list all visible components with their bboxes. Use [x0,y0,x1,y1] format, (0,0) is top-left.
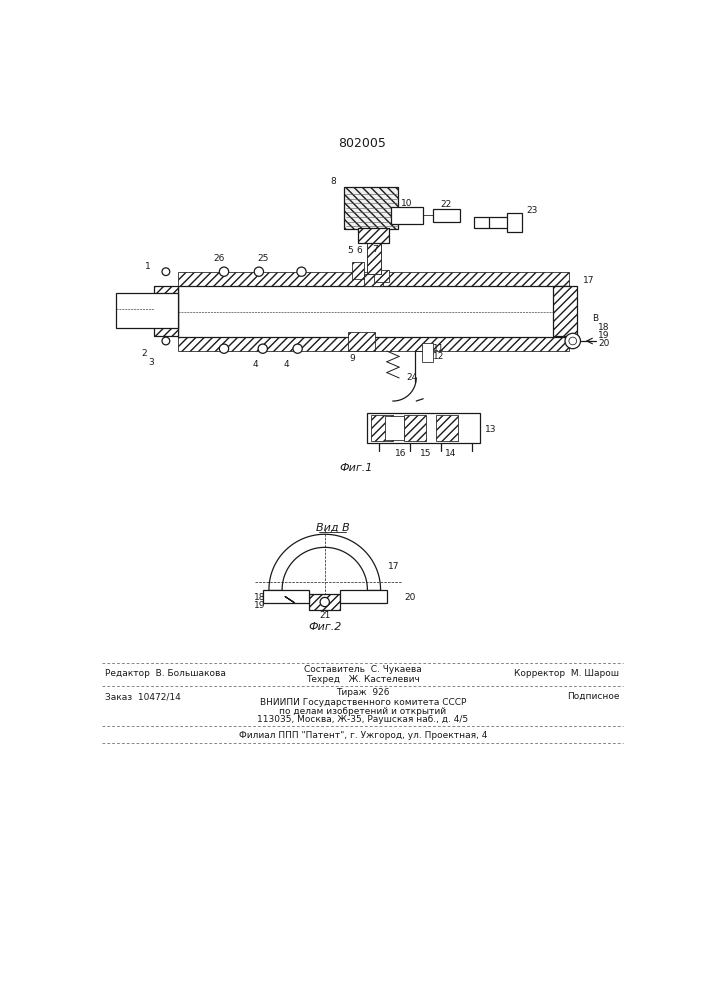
Bar [263,590,309,603]
Text: 19: 19 [598,331,610,340]
Text: Подписное: Подписное [567,692,619,701]
Text: Составитель  С. Чукаева: Составитель С. Чукаева [304,665,421,674]
Bar [373,270,389,282]
Bar [115,293,177,328]
Bar [348,332,375,351]
Circle shape [219,267,228,276]
Bar [368,228,381,274]
Bar [344,187,398,229]
Text: 22: 22 [440,200,452,209]
Circle shape [255,267,264,276]
Bar [177,286,569,337]
Text: Фиг.1: Фиг.1 [339,463,373,473]
Circle shape [219,344,228,353]
Text: 17: 17 [388,562,399,571]
Bar [352,262,363,279]
Text: 18: 18 [598,323,610,332]
Bar [554,286,577,336]
Text: 21: 21 [319,611,330,620]
Text: 13: 13 [485,425,497,434]
Bar [404,415,426,441]
Text: ВНИИПИ Государственного комитета СССР: ВНИИПИ Государственного комитета СССР [259,698,466,707]
Text: 10: 10 [401,199,413,208]
Circle shape [569,337,577,345]
Bar [507,213,522,232]
Text: Вид В: Вид В [315,523,349,533]
Text: Тираж  926: Тираж 926 [336,688,390,697]
Bar [421,343,433,362]
Bar [340,590,387,603]
Text: 8: 8 [331,177,337,186]
Bar [177,272,569,286]
Bar [368,228,381,274]
Text: Заказ  10472/14: Заказ 10472/14 [105,692,181,701]
Text: 26: 26 [213,254,224,263]
Text: 1: 1 [145,262,151,271]
Text: 113035, Москва, Ж-35, Раушская наб., д. 4/5: 113035, Москва, Ж-35, Раушская наб., д. … [257,715,468,724]
Circle shape [162,337,170,345]
Bar [391,207,423,224]
Text: 20: 20 [404,593,416,602]
Text: 9: 9 [349,354,355,363]
Text: 23: 23 [526,206,537,215]
Bar [358,228,389,243]
Circle shape [565,333,580,349]
Bar [474,217,489,228]
Text: В: В [592,314,598,323]
Text: Редактор  В. Большакова: Редактор В. Большакова [105,669,226,678]
Text: 17: 17 [583,276,595,285]
Circle shape [320,597,329,607]
Bar [554,286,577,336]
Text: 12: 12 [433,352,445,361]
Text: 16: 16 [395,449,407,458]
Bar [358,228,389,243]
Bar [385,416,404,440]
Text: 24: 24 [406,373,417,382]
Text: Фиг.2: Фиг.2 [308,622,341,632]
Text: 6: 6 [357,246,363,255]
Text: по делам изобретений и открытий: по делам изобретений и открытий [279,707,446,716]
Bar [154,286,177,336]
Bar [436,415,458,441]
Text: 2: 2 [141,349,146,358]
Text: 5: 5 [347,246,354,255]
Bar [309,594,340,610]
Text: 14: 14 [445,449,456,458]
Circle shape [258,344,267,353]
Text: Филиал ППП "Патент", г. Ужгород, ул. Проектная, 4: Филиал ППП "Патент", г. Ужгород, ул. Про… [238,731,487,740]
Text: 7: 7 [373,245,378,254]
Text: 20: 20 [598,339,609,348]
Text: 802005: 802005 [338,137,386,150]
Text: 18: 18 [254,593,265,602]
Text: 4: 4 [284,360,289,369]
Text: 4: 4 [252,360,258,369]
Circle shape [293,344,303,353]
Text: 3: 3 [148,358,154,367]
Bar [177,337,569,351]
Circle shape [297,267,306,276]
Circle shape [162,268,170,276]
Bar [344,187,398,229]
Bar [154,286,177,336]
Text: 11: 11 [433,344,445,353]
Text: Техред   Ж. Кастелевич: Техред Ж. Кастелевич [306,675,419,684]
Bar [309,594,340,610]
Text: Корректор  М. Шарош: Корректор М. Шарош [514,669,619,678]
Bar [371,415,393,441]
Text: 25: 25 [257,254,269,263]
Text: 19: 19 [254,601,265,610]
Text: 15: 15 [420,449,431,458]
Bar [433,209,460,222]
Bar [368,413,480,443]
Bar [363,274,383,286]
